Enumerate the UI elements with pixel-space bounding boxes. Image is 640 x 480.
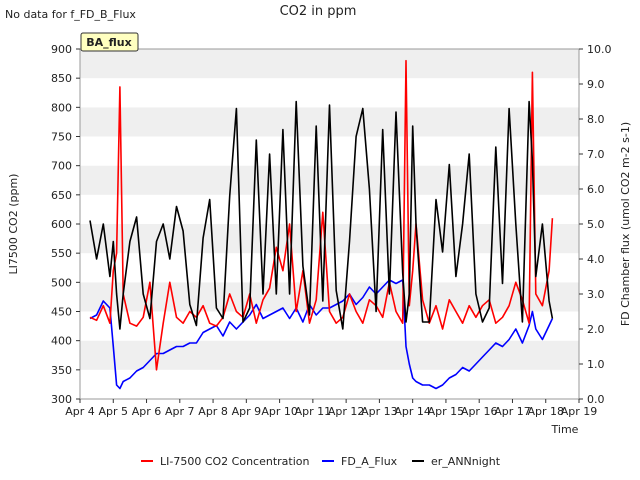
x-tick-label: Apr 8	[198, 405, 228, 418]
y-left-tick-label: 500	[51, 276, 72, 289]
y-axis-right-label: FD Chamber flux (umol CO2 m-2 s-1)	[619, 122, 632, 326]
grid-band	[80, 253, 579, 283]
y-left-tick-label: 300	[51, 393, 72, 406]
x-tick-label: Apr 19	[561, 405, 598, 418]
x-tick-label: Apr 6	[132, 405, 162, 418]
y-right-tick-label: 6.0	[587, 183, 605, 196]
y-right-tick-label: 10.0	[587, 43, 612, 56]
y-left-tick-label: 900	[51, 43, 72, 56]
x-tick-label: Apr 11	[295, 405, 332, 418]
x-tick-label: Apr 18	[527, 405, 564, 418]
x-tick-label: Apr 4	[65, 405, 95, 418]
x-tick-label: Apr 14	[394, 405, 431, 418]
y-right-tick-label: 2.0	[587, 323, 605, 336]
grid-band	[80, 340, 579, 370]
x-axis-label: Time	[551, 423, 579, 436]
x-tick-label: Apr 15	[428, 405, 465, 418]
y-left-tick-label: 350	[51, 364, 72, 377]
series-lines	[89, 59, 554, 390]
x-tick-label: Apr 9	[232, 405, 262, 418]
y-axis-right: 0.0 1.0 2.0 3.0 4.0 5.0 6.0 7.0 8.0 9.0 10.0	[579, 43, 612, 406]
grid-band	[80, 49, 579, 79]
y-left-tick-label: 800	[51, 101, 72, 114]
y-right-tick-label: 8.0	[587, 113, 605, 126]
y-left-tick-label: 550	[51, 247, 72, 260]
y-left-tick-label: 850	[51, 72, 72, 85]
y-right-tick-label: 3.0	[587, 288, 605, 301]
grid-bands	[80, 49, 579, 399]
x-tick-label: Apr 13	[361, 405, 398, 418]
y-left-tick-label: 450	[51, 306, 72, 319]
x-tick-label: Apr 7	[165, 405, 195, 418]
series-line-er-annnight	[89, 100, 554, 330]
x-axis: Apr 4 Apr 5 Apr 6 Apr 7 Apr 8 Apr 9 Apr 10Apr …	[65, 399, 597, 418]
grid-band	[80, 78, 579, 108]
y-right-tick-label: 0.0	[587, 393, 605, 406]
badge: BA_flux	[80, 32, 139, 52]
y-left-tick-label: 750	[51, 131, 72, 144]
x-tick-label: Apr 17	[494, 405, 531, 418]
legend-label-fd-a-flux: FD_A_Flux	[341, 455, 398, 468]
y-right-tick-label: 9.0	[587, 78, 605, 91]
y-right-tick-label: 1.0	[587, 358, 605, 371]
legend-label-li7500: LI-7500 CO2 Concentration	[160, 455, 310, 468]
x-tick-label: Apr 12	[328, 405, 365, 418]
y-left-tick-label: 700	[51, 160, 72, 173]
no-data-note: No data for f_FD_B_Flux	[5, 8, 136, 21]
y-right-tick-label: 7.0	[587, 148, 605, 161]
y-axis-left: 300 350 400 450 500 550 600 650 700 750 800 850 900	[51, 43, 80, 406]
grid-band	[80, 165, 579, 195]
series-line-li-7500-co2-concentration	[89, 59, 554, 371]
x-tick-label: Apr 5	[99, 405, 129, 418]
grid-band	[80, 194, 579, 224]
legend: LI-7500 CO2 Concentration FD_A_Flux er_A…	[141, 455, 501, 468]
y-right-tick-label: 5.0	[587, 218, 605, 231]
grid-band	[80, 136, 579, 166]
y-left-tick-label: 650	[51, 189, 72, 202]
badge-label: BA_flux	[86, 36, 131, 49]
chart-title: CO2 in ppm	[280, 4, 357, 19]
y-left-tick-label: 600	[51, 218, 72, 231]
grid-band	[80, 224, 579, 254]
legend-label-er-annnight: er_ANNnight	[431, 455, 501, 468]
y-left-tick-label: 400	[51, 335, 72, 348]
y-right-tick-label: 4.0	[587, 253, 605, 266]
x-tick-label: Apr 10	[261, 405, 298, 418]
y-axis-left-label: LI7500 CO2 (ppm)	[7, 174, 20, 275]
series-line-fd-a-flux	[89, 279, 554, 390]
x-tick-label: Apr 16	[461, 405, 498, 418]
grid-band	[80, 369, 579, 399]
